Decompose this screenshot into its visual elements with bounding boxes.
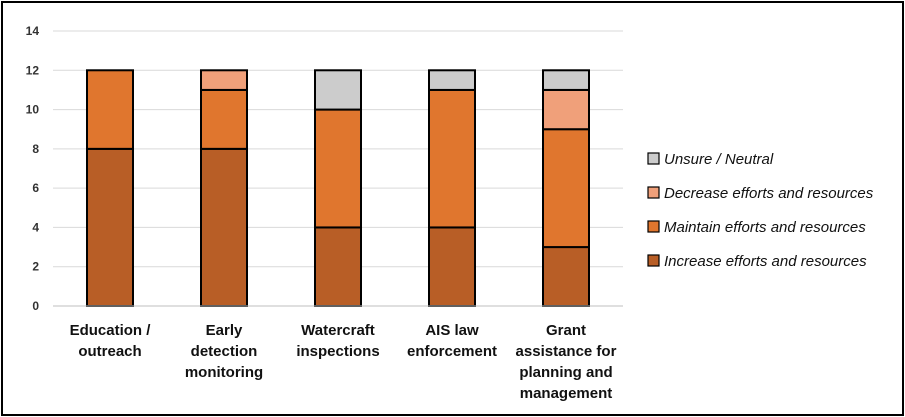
x-category-label-line: AIS law: [425, 322, 479, 339]
legend-swatch: [647, 254, 660, 267]
x-category-label-line: inspections: [296, 343, 379, 360]
legend-swatch: [647, 220, 660, 233]
legend-swatch: [647, 186, 660, 199]
x-category-label: Early detection monitoring: [185, 322, 263, 381]
x-category-label-line: Education /: [70, 322, 152, 339]
x-category-label-line: detection: [191, 343, 258, 360]
bar-segment: [428, 226, 476, 307]
legend-label: Maintain efforts and resources: [664, 219, 866, 236]
legend: Unsure / Neutral Decrease efforts and res…: [647, 151, 874, 270]
x-category-label: Watercraft inspections: [296, 322, 379, 360]
bar-segment: [86, 147, 134, 307]
y-tick-label: 6: [32, 181, 39, 195]
bar-segment: [542, 246, 590, 307]
y-tick-label: 12: [26, 63, 40, 77]
stacked-bar-chart: 0 2 4 6 8 10 12 14 Education / outreach Early dete…: [26, 24, 874, 402]
legend-swatch: [647, 152, 660, 165]
bar-segment: [86, 69, 134, 150]
bar-segment: [314, 69, 362, 111]
y-tick-label: 14: [26, 24, 40, 38]
bar-segment: [200, 88, 248, 150]
bar-segment: [542, 128, 590, 249]
x-category-label-line: management: [520, 385, 613, 402]
bar-segment: [314, 108, 362, 229]
bar-segment: [542, 88, 590, 131]
x-category-label-line: outreach: [78, 343, 141, 360]
x-category-label-line: planning and: [519, 364, 612, 381]
x-category-label-line: enforcement: [407, 343, 497, 360]
bar-segment: [200, 69, 248, 91]
legend-label: Unsure / Neutral: [664, 151, 774, 168]
x-category-label-line: Watercraft: [301, 322, 375, 339]
bar-segment: [428, 88, 476, 229]
y-tick-label: 2: [32, 260, 39, 274]
y-axis-ticks: 0 2 4 6 8 10 12 14: [26, 24, 40, 313]
x-category-label-line: Grant: [546, 322, 586, 339]
x-category-label: AIS law enforcement: [407, 322, 497, 360]
bars: [86, 69, 590, 307]
x-category-label-line: monitoring: [185, 364, 263, 381]
bar-segment: [200, 147, 248, 307]
y-tick-label: 0: [32, 299, 39, 313]
y-tick-label: 8: [32, 142, 39, 156]
bar-segment: [542, 69, 590, 91]
y-tick-label: 4: [32, 220, 39, 234]
x-category-label-line: Early: [206, 322, 243, 339]
x-category-label-line: assistance for: [516, 343, 617, 360]
legend-label: Decrease efforts and resources: [664, 185, 874, 202]
x-category-label: Education / outreach: [70, 322, 152, 360]
y-tick-label: 10: [26, 103, 40, 117]
bar-segment: [428, 69, 476, 91]
legend-label: Increase efforts and resources: [664, 253, 867, 270]
x-category-label: Grant assistance for planning and managemen…: [516, 322, 617, 402]
x-axis-category-labels: Education / outreach Early detection monitor…: [70, 322, 617, 402]
bar-segment: [314, 226, 362, 307]
